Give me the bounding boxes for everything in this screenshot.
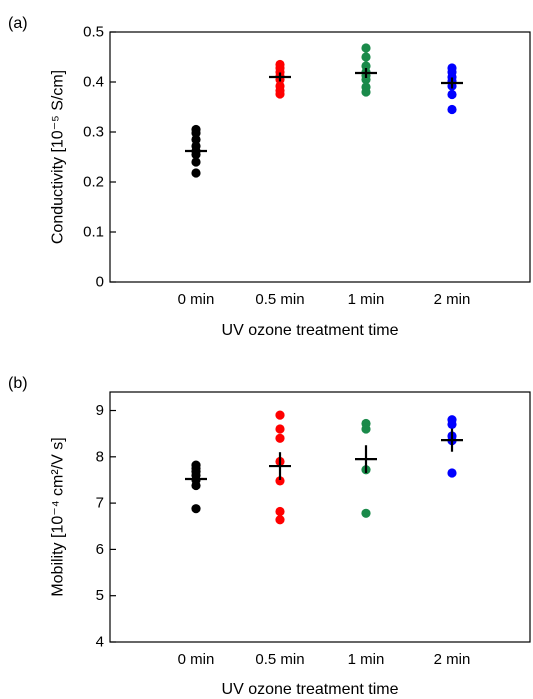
data-point: [447, 468, 457, 478]
data-point: [275, 89, 285, 99]
y-tick-label: 6: [96, 541, 104, 558]
data-point: [191, 128, 201, 138]
mobility-panel: (b) Mobility [10⁻⁴ cm²/V s] UV ozone tre…: [8, 375, 531, 698]
mobility-data-marks: [185, 410, 463, 525]
mobility-y-axis-label: Mobility [10⁻⁴ cm²/V s]: [50, 437, 67, 596]
x-tick-label: 0 min: [178, 291, 215, 308]
data-point: [447, 104, 457, 115]
y-tick-label: 0.5: [83, 24, 104, 41]
data-point: [361, 52, 371, 62]
x-tick-label: 1 min: [348, 651, 385, 668]
y-tick-label: 0.2: [83, 174, 104, 191]
data-point: [275, 424, 285, 434]
data-point: [275, 515, 285, 525]
data-point: [275, 433, 285, 443]
data-point: [275, 476, 285, 486]
y-tick-label: 0: [96, 274, 104, 291]
conductivity-plot-frame: [109, 31, 531, 283]
data-point: [361, 424, 371, 434]
data-point: [191, 157, 201, 167]
panel-a-label: (a): [8, 15, 28, 32]
y-tick-label: 5: [96, 587, 104, 604]
data-point: [275, 410, 285, 420]
conductivity-x-ticks: 0 min 0.5 min 1 min 2 min: [178, 291, 471, 308]
x-tick-label: 0.5 min: [255, 291, 304, 308]
mobility-plot-frame: [109, 391, 531, 643]
x-tick-label: 2 min: [434, 291, 471, 308]
data-point: [275, 506, 285, 517]
y-tick-label: 0.3: [83, 124, 104, 141]
data-point: [361, 74, 371, 85]
data-point: [191, 134, 201, 145]
data-point: [447, 419, 457, 430]
data-point: [361, 508, 371, 518]
conductivity-y-ticks: 0 0.1 0.2 0.3 0.4 0.5: [83, 24, 116, 291]
y-tick-label: 9: [96, 402, 104, 419]
y-tick-label: 4: [96, 634, 104, 651]
data-point: [191, 480, 201, 491]
mobility-x-axis-label: UV ozone treatment time: [222, 681, 399, 698]
panel-b-label: (b): [8, 375, 28, 392]
x-tick-label: 0 min: [178, 651, 215, 668]
x-tick-label: 1 min: [348, 291, 385, 308]
x-tick-label: 2 min: [434, 651, 471, 668]
x-tick-label: 0.5 min: [255, 651, 304, 668]
data-point: [361, 43, 371, 53]
data-point: [447, 89, 457, 100]
y-tick-label: 0.4: [83, 74, 104, 91]
y-tick-label: 0.1: [83, 224, 104, 241]
data-point: [191, 168, 201, 178]
data-point: [191, 504, 201, 514]
conductivity-panel: (a) Conductivity [10⁻⁵ S/cm] UV ozone tr…: [8, 15, 531, 339]
conductivity-data-marks: [185, 43, 463, 178]
conductivity-x-axis-label: UV ozone treatment time: [222, 322, 399, 339]
conductivity-y-axis-label: Conductivity [10⁻⁵ S/cm]: [50, 70, 67, 244]
y-tick-label: 8: [96, 448, 104, 465]
y-tick-label: 7: [96, 495, 104, 512]
mobility-x-ticks: 0 min 0.5 min 1 min 2 min: [178, 651, 471, 668]
mobility-y-ticks: 4 5 6 7 8 9: [96, 402, 116, 651]
data-point: [361, 87, 371, 97]
